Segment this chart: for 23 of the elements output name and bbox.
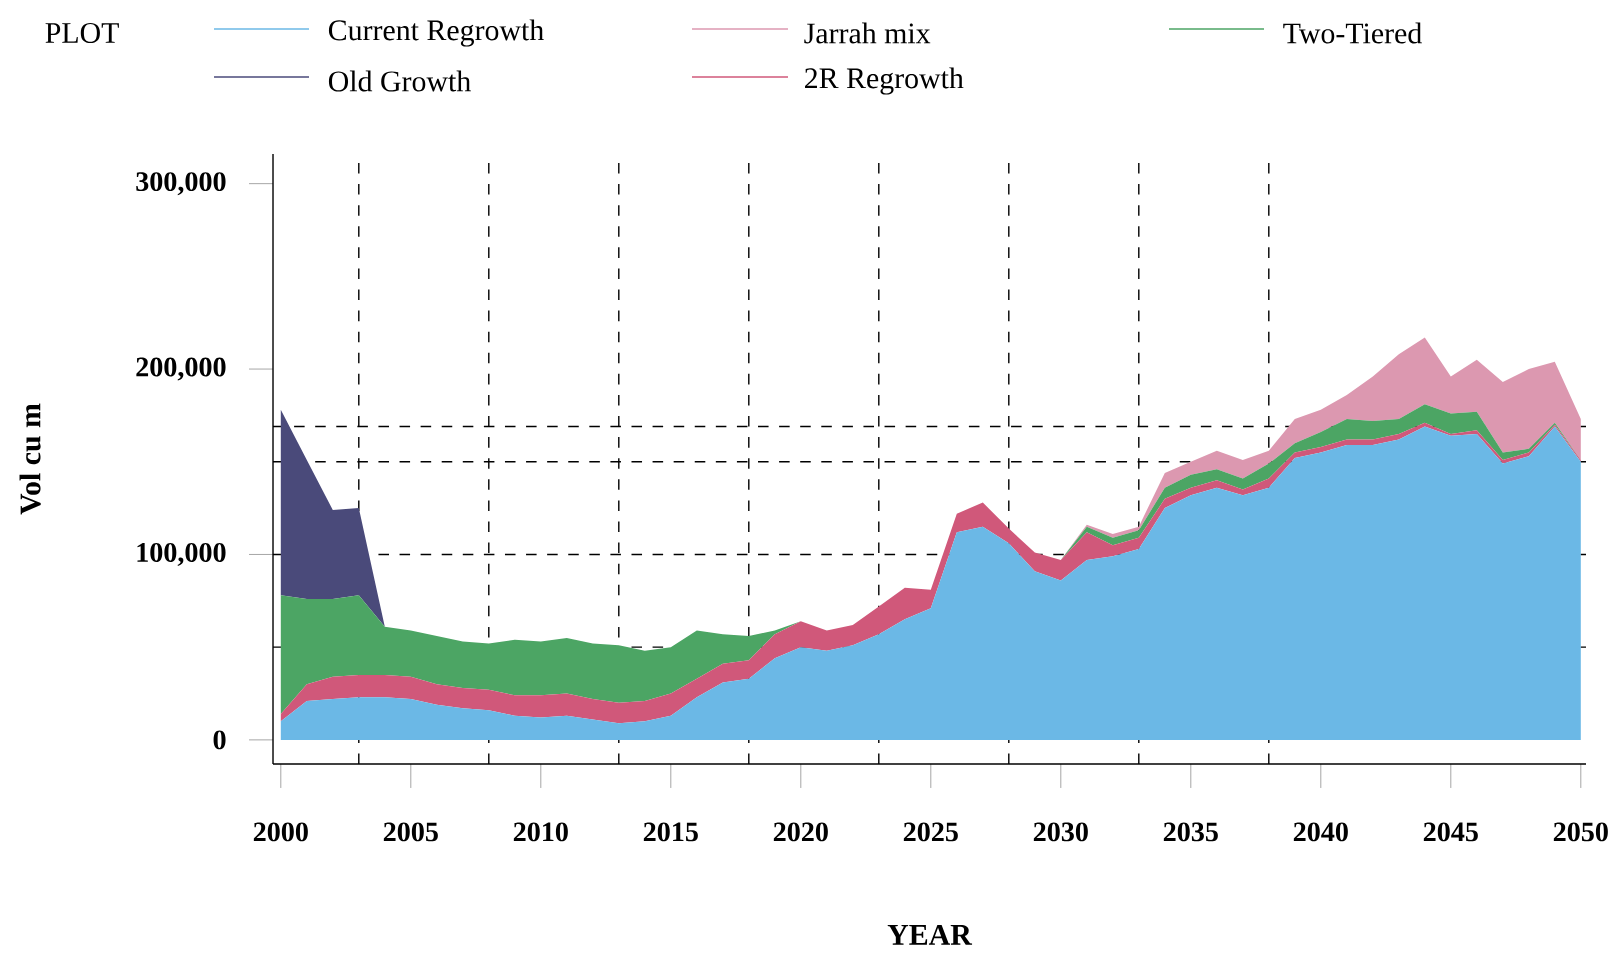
y-tick-label: 100,000 <box>137 542 226 567</box>
legend-title: PLOT <box>45 22 119 44</box>
x-tick-label: 2005 <box>383 822 438 842</box>
y-tick-label: 200,000 <box>136 357 226 381</box>
x-tick-label: 2025 <box>903 822 958 842</box>
x-tick-label: 2020 <box>773 822 828 842</box>
legend-label: 2R Regrowth <box>805 67 964 95</box>
legend-label: Jarrah mix <box>804 22 931 44</box>
y-tick-label: 300,000 <box>136 172 226 196</box>
x-tick-label: 2040 <box>1293 822 1348 842</box>
legend-label: Old Growth <box>328 70 471 92</box>
x-tick-label: 2030 <box>1033 822 1088 842</box>
x-tick-label: 2045 <box>1423 822 1478 842</box>
x-tick-label: 2050 <box>1553 822 1608 842</box>
legend-label: Two-Tiered <box>1283 22 1422 44</box>
x-axis-title: YEAR <box>887 924 973 945</box>
legend-label: Current Regrowth <box>328 19 544 47</box>
x-tick-label: 2035 <box>1163 822 1218 842</box>
x-tick-label: 2010 <box>513 822 568 842</box>
x-tick-label: 2015 <box>643 822 698 842</box>
y-tick-label: 0 <box>213 730 226 750</box>
y-axis-title: Vol cu m <box>19 403 41 515</box>
x-tick-label: 2000 <box>253 822 308 842</box>
